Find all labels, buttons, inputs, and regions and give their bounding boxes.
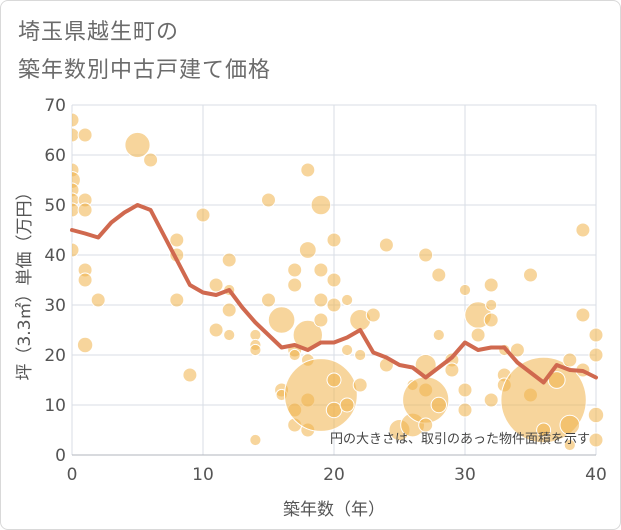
data-point [418, 417, 434, 433]
trend-line-group [70, 203, 598, 385]
y-tick-label: 70 [44, 96, 66, 116]
data-point [326, 272, 342, 288]
data-point [310, 194, 332, 216]
data-point [483, 312, 499, 328]
data-point [72, 127, 80, 143]
data-point [536, 422, 552, 438]
data-point [313, 262, 329, 278]
data-point [261, 292, 276, 308]
data-point [90, 292, 106, 308]
data-point [287, 262, 303, 278]
x-tick-label: 20 [323, 465, 345, 485]
size-annotation: 円の大きさは、取引のあった物件面積を示す [330, 432, 590, 447]
data-point [485, 298, 498, 312]
data-point [588, 347, 604, 363]
data-point [287, 277, 303, 293]
data-point [288, 348, 301, 362]
data-point [432, 328, 445, 342]
chart-title-line2: 築年数別中古戸建て価格 [18, 58, 272, 83]
data-point [267, 306, 296, 334]
data-point [378, 237, 394, 253]
data-point [76, 336, 94, 354]
data-point [221, 252, 237, 268]
data-point [352, 377, 368, 393]
data-point [588, 327, 604, 343]
data-point [325, 401, 343, 419]
data-point [143, 152, 159, 168]
data-point [444, 362, 460, 378]
data-point [339, 397, 355, 413]
y-tick-label: 20 [44, 346, 66, 366]
data-point [326, 297, 342, 313]
data-point [457, 382, 473, 398]
y-tick-label: 60 [44, 146, 66, 166]
data-point [169, 232, 185, 248]
data-point [523, 267, 538, 283]
data-point [72, 112, 80, 128]
data-point [261, 192, 276, 208]
data-point [588, 432, 604, 448]
data-point [249, 433, 262, 447]
x-axis-label: 築年数（年） [283, 500, 385, 520]
data-point [341, 343, 354, 357]
y-tick-label: 0 [55, 446, 66, 466]
data-point [326, 232, 342, 248]
data-point [341, 293, 354, 307]
data-point [77, 272, 93, 288]
data-point [208, 277, 224, 293]
data-point [458, 283, 472, 297]
data-point [326, 372, 342, 388]
data-point [430, 396, 447, 414]
data-point [365, 307, 381, 323]
y-tick-label: 40 [44, 246, 66, 266]
data-point [195, 207, 211, 223]
data-point [431, 267, 447, 283]
data-point [284, 358, 358, 432]
x-tick-label: 40 [585, 465, 607, 485]
data-point [77, 202, 93, 218]
data-point [72, 202, 80, 218]
data-point [249, 343, 262, 357]
data-point [223, 328, 236, 342]
data-point [77, 127, 93, 143]
data-point [575, 222, 591, 238]
x-tick-label: 0 [67, 465, 78, 485]
data-point [208, 322, 224, 338]
data-point [483, 277, 499, 293]
data-point [313, 312, 329, 328]
data-point [221, 302, 237, 318]
data-point [509, 342, 525, 358]
data-point [124, 131, 151, 159]
y-tick-label: 30 [44, 296, 66, 316]
x-tick-label: 10 [192, 465, 214, 485]
y-tick-label: 50 [44, 196, 66, 216]
data-point [587, 406, 605, 424]
axes: 0 10 20 30 40 50 60 70 0 10 20 30 40 [44, 96, 606, 485]
data-point [182, 367, 198, 383]
data-point [300, 162, 316, 178]
y-tick-label: 10 [44, 396, 66, 416]
data-point [470, 327, 486, 343]
data-point [547, 371, 566, 389]
data-point [457, 402, 473, 418]
data-point [72, 242, 80, 258]
data-point [313, 292, 329, 308]
data-point [562, 352, 578, 368]
data-point [169, 292, 185, 308]
data-point [354, 348, 367, 362]
data-point [559, 414, 581, 436]
chart-title-line1: 埼玉県越生町の [18, 20, 180, 45]
data-point [483, 392, 499, 408]
x-tick-label: 30 [454, 465, 476, 485]
data-point [563, 438, 576, 452]
data-point [418, 247, 434, 263]
data-point [298, 241, 317, 259]
y-axis-label: 坪（3.3㎡）単価（万円） [15, 183, 35, 380]
data-point [575, 307, 591, 323]
trend-line [70, 203, 598, 385]
